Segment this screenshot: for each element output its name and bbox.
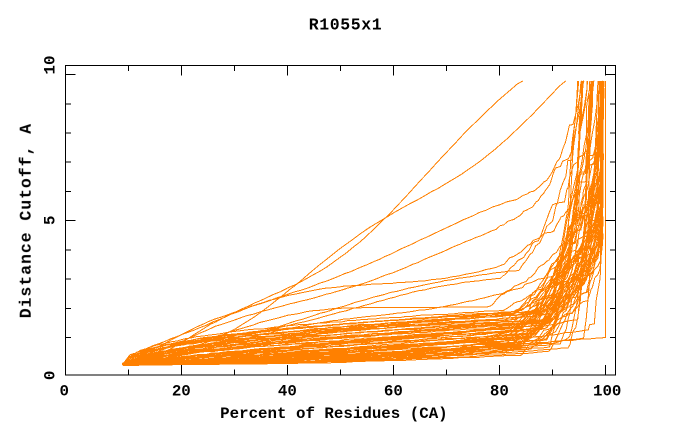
- svg-text:80: 80: [490, 383, 509, 401]
- svg-text:0: 0: [60, 383, 69, 401]
- svg-text:20: 20: [172, 383, 191, 401]
- svg-text:5: 5: [42, 216, 60, 225]
- svg-text:Distance Cutoff, A: Distance Cutoff, A: [17, 123, 36, 318]
- svg-text:40: 40: [278, 383, 297, 401]
- svg-text:60: 60: [384, 383, 403, 401]
- svg-text:Percent of Residues (CA): Percent of Residues (CA): [220, 405, 448, 423]
- svg-text:0: 0: [42, 371, 60, 380]
- svg-text:R1055x1: R1055x1: [309, 15, 383, 34]
- svg-text:100: 100: [593, 383, 621, 401]
- svg-text:10: 10: [42, 56, 60, 75]
